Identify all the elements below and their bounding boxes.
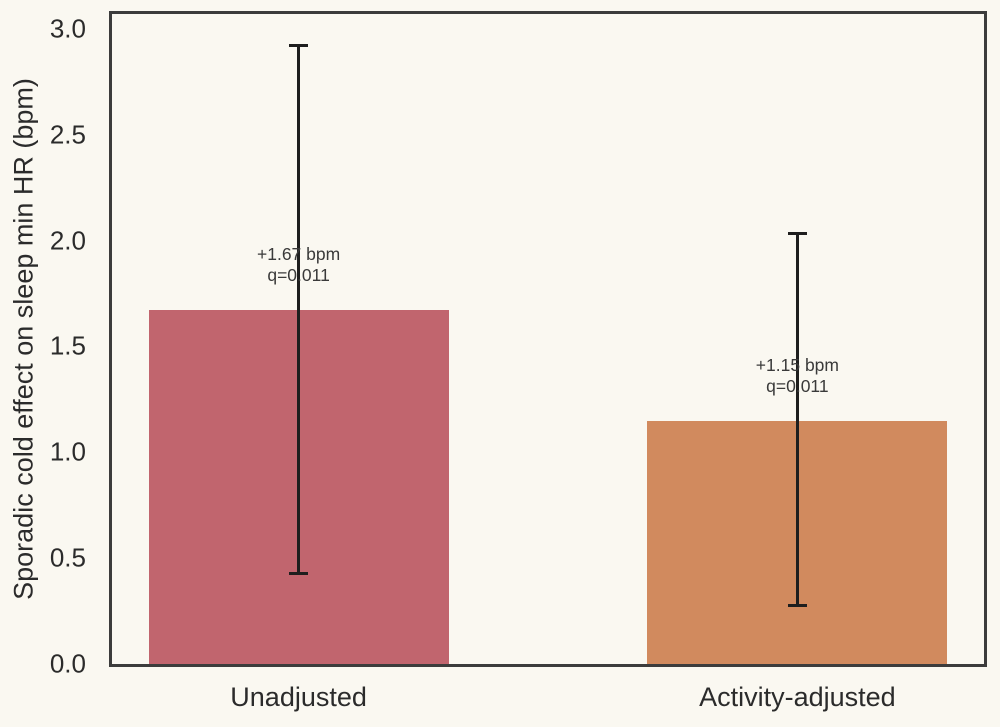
errorbar-cap-bottom bbox=[787, 603, 807, 607]
errorbar-activity-adjusted bbox=[787, 232, 807, 607]
y-tick-label: 1.5 bbox=[49, 330, 86, 361]
plot-area: +1.67 bpm q=0.011 +1.15 bpm q=0.011 bbox=[109, 11, 987, 667]
y-tick-label: 2.0 bbox=[49, 225, 86, 256]
errorbar-cap-bottom bbox=[289, 572, 309, 576]
errorbar-line bbox=[795, 232, 799, 607]
x-tick-unadjusted: Unadjusted bbox=[230, 682, 367, 712]
y-tick-label: 0.5 bbox=[49, 542, 86, 573]
x-tick-activity-adjusted: Activity-adjusted bbox=[699, 682, 896, 712]
y-tick-label: 1.0 bbox=[49, 436, 86, 467]
y-tick-label: 3.0 bbox=[49, 13, 86, 44]
annotation-activity-adjusted: +1.15 bpm q=0.011 bbox=[756, 355, 839, 397]
y-axis-label: Sporadic cold effect on sleep min HR (bp… bbox=[8, 78, 39, 600]
annotation-effect-size: +1.67 bpm bbox=[257, 244, 341, 265]
annotation-q-value: q=0.011 bbox=[267, 265, 330, 286]
annotation-effect-size: +1.15 bpm bbox=[755, 354, 839, 375]
annotation-q-value: q=0.011 bbox=[766, 375, 829, 396]
y-tick-label: 2.5 bbox=[49, 119, 86, 150]
y-tick-label: 0.0 bbox=[49, 648, 86, 679]
annotation-unadjusted: +1.67 bpm q=0.011 bbox=[257, 244, 340, 286]
errorbar-unadjusted bbox=[289, 43, 309, 576]
errorbar-line bbox=[297, 43, 301, 576]
